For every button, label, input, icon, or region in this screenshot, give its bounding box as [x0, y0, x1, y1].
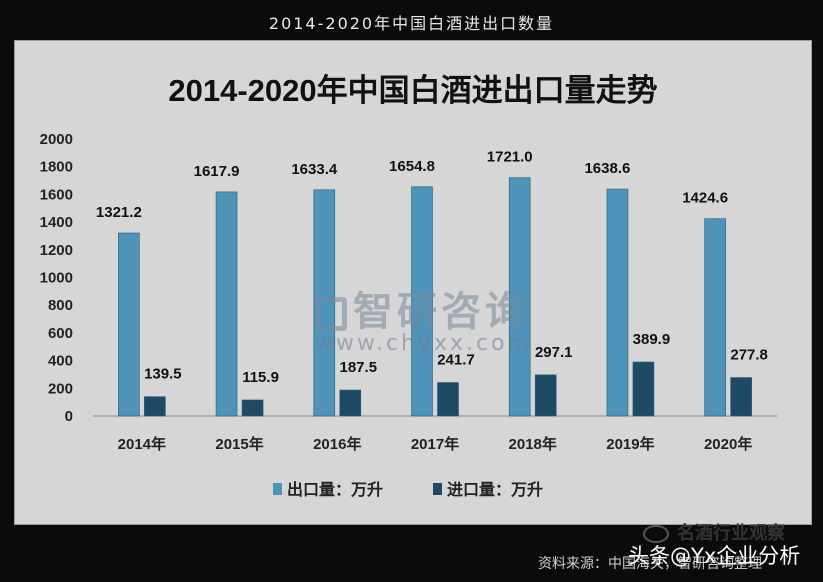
data-label: 1721.0 [487, 149, 533, 166]
wechat-icon [643, 525, 669, 543]
y-tick-label: 600 [48, 325, 73, 342]
import-bar [632, 361, 655, 417]
legend-swatch [273, 483, 282, 495]
export-bar [606, 188, 629, 417]
y-tick-label: 1800 [40, 159, 73, 176]
y-tick-label: 1400 [40, 214, 73, 231]
data-label: 1638.6 [584, 160, 630, 177]
legend-label: 出口量：万升 [287, 480, 383, 499]
wechat-badge: 名酒行业观察 [643, 519, 785, 545]
import-bar [144, 396, 166, 417]
chart-title: 2014-2020年中国白酒进出口量走势 [168, 73, 657, 108]
data-label: 115.9 [242, 369, 279, 386]
watermark-logo: 智研咨询 [315, 279, 529, 337]
platform-watermark: 头条@Yx企业分析 [628, 544, 801, 568]
export-bar [313, 189, 336, 417]
watermark-url: www.chyxx.com [315, 331, 533, 356]
y-tick-label: 1000 [40, 270, 73, 287]
import-bar [241, 399, 264, 417]
y-tick-label: 1200 [40, 242, 73, 259]
watermark-brand: 智研咨询 [353, 289, 529, 335]
import-bar [730, 377, 752, 417]
export-bar [118, 232, 140, 417]
x-tick-label: 2015年 [215, 435, 263, 453]
header-title: 2014-2020年中国白酒进出口数量 [268, 14, 555, 33]
data-label: 241.7 [437, 352, 475, 369]
y-tick-label: 2000 [40, 131, 73, 148]
export-bar [704, 218, 726, 417]
data-label: 277.8 [730, 347, 768, 364]
wechat-label: 名酒行业观察 [677, 523, 785, 544]
source-note: 资料来源：中国海关，智研咨询整理 [538, 556, 762, 572]
data-label: 389.9 [633, 331, 671, 348]
data-label: 187.5 [340, 359, 378, 376]
y-tick-label: 800 [48, 297, 73, 314]
import-bar [339, 389, 362, 417]
legend-label: 进口量：万升 [447, 481, 543, 499]
x-tick-label: 2016年 [313, 435, 361, 453]
x-tick-label: 2019年 [606, 435, 654, 453]
x-tick-label: 2018年 [509, 435, 557, 453]
y-tick-label: 0 [65, 408, 73, 425]
y-tick-label: 200 [48, 380, 73, 397]
data-label: 1617.9 [194, 163, 240, 180]
data-label: 1424.6 [682, 190, 728, 207]
x-tick-label: 2014年 [118, 435, 166, 453]
legend-swatch [433, 483, 442, 495]
y-tick-label: 400 [48, 353, 73, 370]
export-bar [215, 191, 238, 417]
x-tick-label: 2020年 [704, 435, 752, 453]
chart-panel: 2014-2020年中国白酒进出口量走势 0 200 400 600 800 1000 120… [14, 40, 812, 544]
import-bar [437, 382, 459, 417]
bar-chart: 2014-2020年中国白酒进出口量走势 0 200 400 600 800 1000 120… [40, 73, 777, 499]
export-bar [508, 177, 531, 417]
import-bar [534, 374, 557, 417]
y-tick-label: 1600 [40, 186, 73, 203]
x-tick-label: 2017年 [411, 435, 459, 453]
brand-logo-icon [315, 297, 347, 331]
data-label: 1654.8 [389, 158, 435, 175]
data-label: 1633.4 [291, 161, 338, 178]
data-label: 1321.2 [96, 204, 142, 221]
data-label: 139.5 [144, 366, 182, 383]
data-label: 297.1 [535, 344, 573, 361]
export-bar [411, 186, 433, 417]
